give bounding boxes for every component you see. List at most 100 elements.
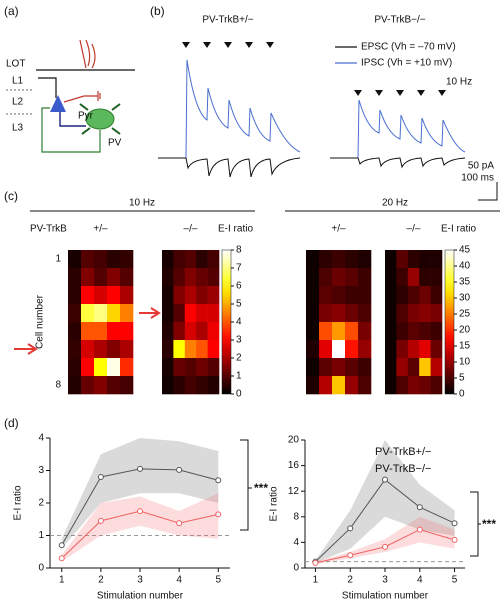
heat-cell xyxy=(345,322,359,341)
heatmap-title: +/– xyxy=(93,224,108,235)
data-point xyxy=(97,474,104,480)
heat-cell xyxy=(345,340,359,359)
heat-cell xyxy=(173,322,186,341)
colorbar-tick-label: 40 xyxy=(459,261,471,272)
x-axis-label: Stimulation number xyxy=(97,591,184,602)
heat-cell xyxy=(430,340,443,359)
heat-cell xyxy=(107,340,121,359)
heat-cell xyxy=(332,268,346,287)
heat-cell xyxy=(319,376,333,395)
heat-cell xyxy=(107,250,121,269)
error-band xyxy=(61,438,219,549)
heat-cell xyxy=(94,376,108,395)
heat-cell xyxy=(419,268,431,287)
heat-cell xyxy=(345,358,359,377)
y-tick-label: 0 xyxy=(38,563,44,574)
heat-cell xyxy=(385,322,397,341)
heat-cell xyxy=(196,340,208,359)
heat-cell xyxy=(173,268,186,287)
heat-cell xyxy=(68,358,82,377)
heat-cell xyxy=(94,286,108,305)
heat-cell xyxy=(207,304,220,323)
heat-cell xyxy=(358,286,372,305)
x-tick-label: 4 xyxy=(417,575,423,586)
heat-cell xyxy=(396,358,409,377)
legend-label: PV-TrkB−/− xyxy=(375,463,431,475)
heat-cell xyxy=(407,340,420,359)
heat-cell xyxy=(68,322,82,341)
heat-cell xyxy=(306,268,320,287)
x-tick-label: 1 xyxy=(59,575,65,586)
x-tick-label: 3 xyxy=(137,575,143,586)
legend-label: IPSC (Vh = +10 mV) xyxy=(361,58,452,69)
colorbar-tick-label: 25 xyxy=(459,309,471,320)
layer-label: L1 xyxy=(12,76,24,87)
heatmap-headers: 10 Hz 20 Hz PV-TrkB Cell number xyxy=(14,198,500,355)
colorbar-tick-label: 5 xyxy=(236,299,242,310)
scale-label: 50 pA xyxy=(468,161,494,172)
y-tick-label: 8 xyxy=(55,380,61,391)
heat-cell xyxy=(407,304,420,323)
x-tick-label: 1 xyxy=(313,575,319,586)
cell-label: PV xyxy=(108,138,122,149)
y-tick-label: 2 xyxy=(38,498,44,509)
heat-cell xyxy=(196,376,208,395)
y-tick-label: 8 xyxy=(293,511,299,522)
heat-cell xyxy=(173,250,186,269)
group-title: 10 Hz xyxy=(129,198,155,209)
genotype-label: PV-TrkB xyxy=(30,224,67,235)
data-point xyxy=(312,559,319,566)
heat-cell xyxy=(107,304,121,323)
data-point xyxy=(416,526,423,533)
heatmap-title: +/– xyxy=(331,224,346,235)
heat-cell xyxy=(81,304,95,323)
heat-cell xyxy=(107,286,121,305)
heat-cell xyxy=(430,304,443,323)
heat-cell xyxy=(332,304,346,323)
epsc-trace xyxy=(158,157,301,178)
significance: *** xyxy=(482,517,496,531)
heat-cell xyxy=(407,268,420,287)
heat-cell xyxy=(94,268,108,287)
colorbar-tick-label: 2 xyxy=(236,353,242,364)
heat-cell xyxy=(196,358,208,377)
heat-cell xyxy=(81,268,95,287)
heat-cell xyxy=(120,268,134,287)
y-tick-label: 20 xyxy=(288,435,300,446)
heat-cell xyxy=(396,376,409,395)
heat-cell xyxy=(407,358,420,377)
heatmap-title: –/– xyxy=(407,224,421,235)
heat-cell xyxy=(419,304,431,323)
y-axis-label: Cell number xyxy=(35,294,46,349)
heat-cell xyxy=(396,322,409,341)
traces-panel: PV-TrkB+/− PV-TrkB−/− EPSC (Vh = –70 mV)… xyxy=(158,15,498,201)
data-point xyxy=(97,517,104,524)
heat-cell xyxy=(332,250,346,269)
heat-cell xyxy=(332,322,346,341)
colorbar-tick-label: 35 xyxy=(459,277,471,288)
data-point xyxy=(137,508,143,515)
colorbar xyxy=(221,249,232,395)
colorbar-tick-label: 45 xyxy=(459,245,471,256)
pyr-cell xyxy=(50,95,66,112)
colorbar-tick-label: 20 xyxy=(459,325,471,336)
x-tick-label: 5 xyxy=(452,575,458,586)
heat-cell xyxy=(196,268,208,287)
heat-cell xyxy=(332,286,346,305)
heat-cell xyxy=(81,250,95,269)
heat-cell xyxy=(68,250,82,269)
heat-cell xyxy=(358,322,372,341)
heat-cell xyxy=(184,322,197,341)
heat-cell xyxy=(107,376,121,395)
heat-cell xyxy=(319,304,333,323)
heat-cell xyxy=(385,250,397,269)
colorbar-tick-label: 10 xyxy=(459,357,471,368)
heat-cell xyxy=(207,322,220,341)
panel-label: (b) xyxy=(150,4,165,18)
y-axis-label: E-I ratio xyxy=(269,486,280,521)
heat-cell xyxy=(184,376,197,395)
legend-label: EPSC (Vh = –70 mV) xyxy=(361,42,456,53)
heat-cell xyxy=(306,358,320,377)
heat-cell xyxy=(396,250,409,269)
